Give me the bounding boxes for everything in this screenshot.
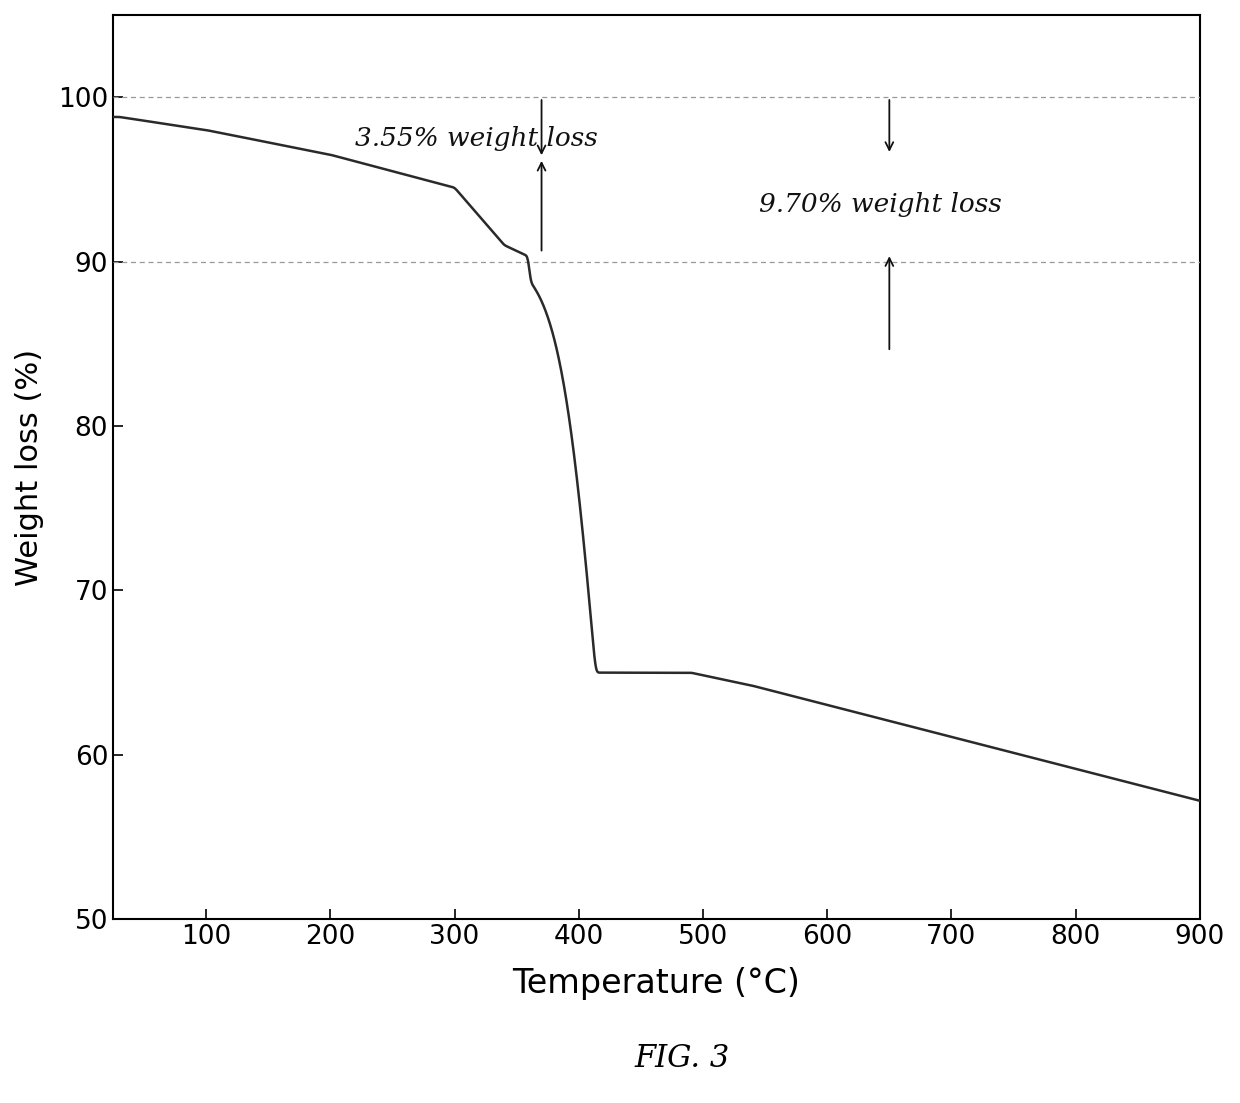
Text: 3.55% weight loss: 3.55% weight loss [355, 126, 598, 151]
Y-axis label: Weight loss (%): Weight loss (%) [15, 349, 43, 586]
Text: 9.70% weight loss: 9.70% weight loss [759, 192, 1002, 216]
Text: FIG. 3: FIG. 3 [635, 1043, 729, 1074]
X-axis label: Temperature (°C): Temperature (°C) [512, 966, 800, 999]
